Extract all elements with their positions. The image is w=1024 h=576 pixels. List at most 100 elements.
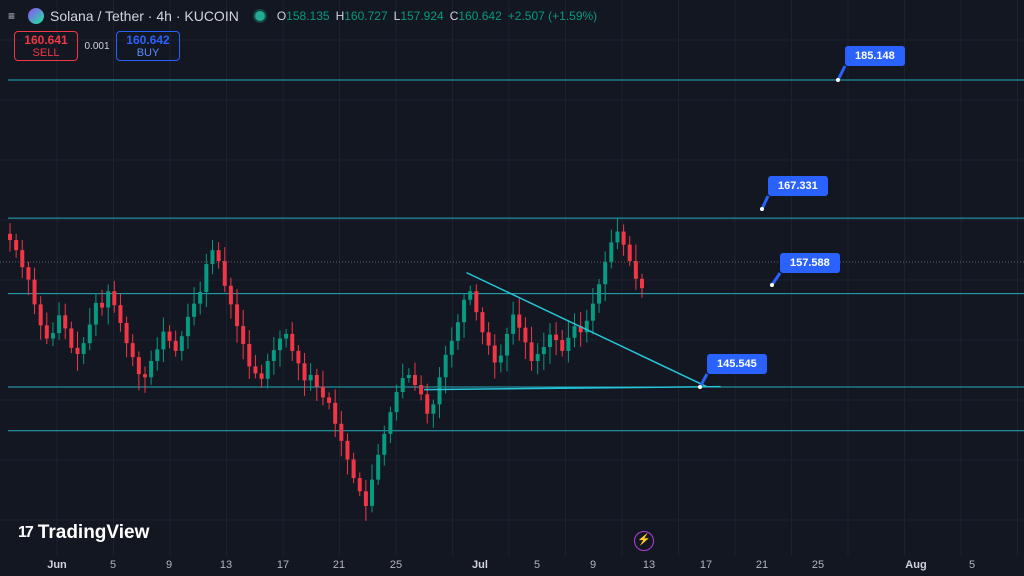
candle-body	[87, 324, 92, 344]
candle-body	[32, 279, 37, 305]
candle-body	[192, 303, 197, 317]
candle-body	[284, 333, 289, 339]
candle-body	[106, 291, 111, 308]
candle-body	[50, 333, 55, 339]
sell-button[interactable]: 160.641 SELL	[14, 31, 78, 61]
chart-header: ≡ Solana / Tether · 4h · KUCOIN O158.135…	[8, 6, 597, 26]
price-tag-185[interactable]: 185.148	[845, 46, 905, 66]
price-tag-anchor	[760, 207, 764, 211]
xtick: 5	[533, 559, 541, 571]
sell-label: SELL	[32, 47, 60, 59]
candle-body	[505, 333, 510, 356]
candle-body	[455, 322, 460, 341]
price-chart[interactable]	[0, 0, 1024, 556]
xtick: 9	[165, 559, 173, 571]
price-change: +2.507 (+1.59%)	[507, 9, 598, 23]
trade-panel: 160.641 SELL 0.001 160.642 BUY	[14, 31, 180, 61]
tradingview-logo-text: TradingView	[37, 522, 150, 543]
price-tag-pointer	[698, 373, 709, 388]
candle-body	[112, 291, 117, 306]
spread-value: 0.001	[84, 40, 110, 52]
candle-body	[603, 261, 608, 285]
chart-area[interactable]	[0, 0, 1024, 556]
candle-body	[431, 404, 436, 414]
solana-logo-icon	[28, 8, 44, 24]
ohlc-high: H160.727	[335, 9, 388, 23]
candle-body	[204, 264, 209, 292]
price-tag-157[interactable]: 157.588	[780, 253, 840, 273]
candle-body	[345, 440, 350, 460]
candle-body	[572, 326, 577, 338]
xtick: 17	[276, 559, 290, 571]
lightning-bolt-icon[interactable]: ⚡	[634, 531, 654, 551]
candle-body	[517, 314, 522, 328]
trendline	[424, 385, 721, 391]
menu-icon[interactable]: ≡	[8, 9, 16, 23]
xtick: 17	[699, 559, 713, 571]
candle-body	[449, 340, 454, 355]
candle-body	[327, 397, 332, 403]
candle-body	[363, 491, 368, 506]
market-open-status-icon	[254, 11, 265, 21]
candle-body	[179, 336, 184, 351]
candle-body	[492, 345, 497, 363]
candle-body	[210, 250, 215, 265]
xtick: 13	[642, 559, 656, 571]
candle-body	[259, 373, 264, 379]
buy-price: 160.642	[126, 33, 170, 47]
candle-body	[584, 320, 589, 333]
candle-body	[271, 350, 276, 361]
candle-body	[38, 304, 43, 326]
candle-body	[357, 478, 362, 492]
candle-body	[75, 347, 80, 355]
xtick: 21	[755, 559, 769, 571]
candle-body	[222, 260, 227, 286]
price-tag-145[interactable]: 145.545	[707, 354, 767, 374]
candle-body	[118, 305, 123, 324]
candle-body	[621, 231, 626, 245]
candle-body	[167, 331, 172, 341]
candles	[8, 218, 644, 521]
candle-body	[560, 340, 565, 351]
candle-body	[290, 333, 295, 351]
candle-body	[63, 315, 68, 329]
candle-body	[302, 363, 307, 381]
symbol-title[interactable]: Solana / Tether · 4h · KUCOIN	[50, 8, 239, 24]
candle-body	[149, 360, 154, 378]
price-tag-167[interactable]: 167.331	[768, 176, 828, 196]
tradingview-logo[interactable]: 17 TradingView	[18, 522, 149, 544]
candle-body	[640, 278, 644, 289]
candle-body	[296, 350, 301, 364]
time-axis[interactable]: Jun 5 9 13 17 21 25 Jul 5 9 13 17 21 25 …	[0, 556, 1024, 576]
candle-body	[627, 244, 632, 261]
candle-body	[633, 260, 638, 279]
xtick: 5	[968, 559, 976, 571]
price-tag-anchor	[770, 283, 774, 287]
candle-body	[370, 479, 375, 506]
candle-body	[247, 343, 252, 367]
price-tag-pointer	[760, 195, 770, 210]
candle-body	[597, 284, 602, 304]
candle-body	[486, 332, 491, 346]
xtick: 25	[389, 559, 403, 571]
candle-body	[590, 303, 595, 321]
candle-body	[161, 331, 166, 350]
candle-body	[406, 374, 411, 379]
ohlc-low: L157.924	[393, 9, 444, 23]
candle-body	[277, 338, 282, 351]
grid-layer	[0, 0, 1024, 556]
candle-body	[529, 342, 534, 361]
xtick: Jun	[47, 559, 67, 571]
candle-body	[566, 337, 571, 351]
candle-body	[412, 374, 417, 386]
buy-button[interactable]: 160.642 BUY	[116, 31, 180, 61]
candle-body	[462, 299, 467, 323]
candle-body	[185, 316, 190, 337]
candle-body	[578, 326, 583, 333]
candle-body	[57, 315, 62, 334]
xtick: 25	[811, 559, 825, 571]
price-tag-pointer	[836, 65, 847, 81]
ohlc-open: O158.135	[276, 9, 330, 23]
trendlines	[424, 65, 847, 391]
candle-body	[480, 312, 485, 333]
